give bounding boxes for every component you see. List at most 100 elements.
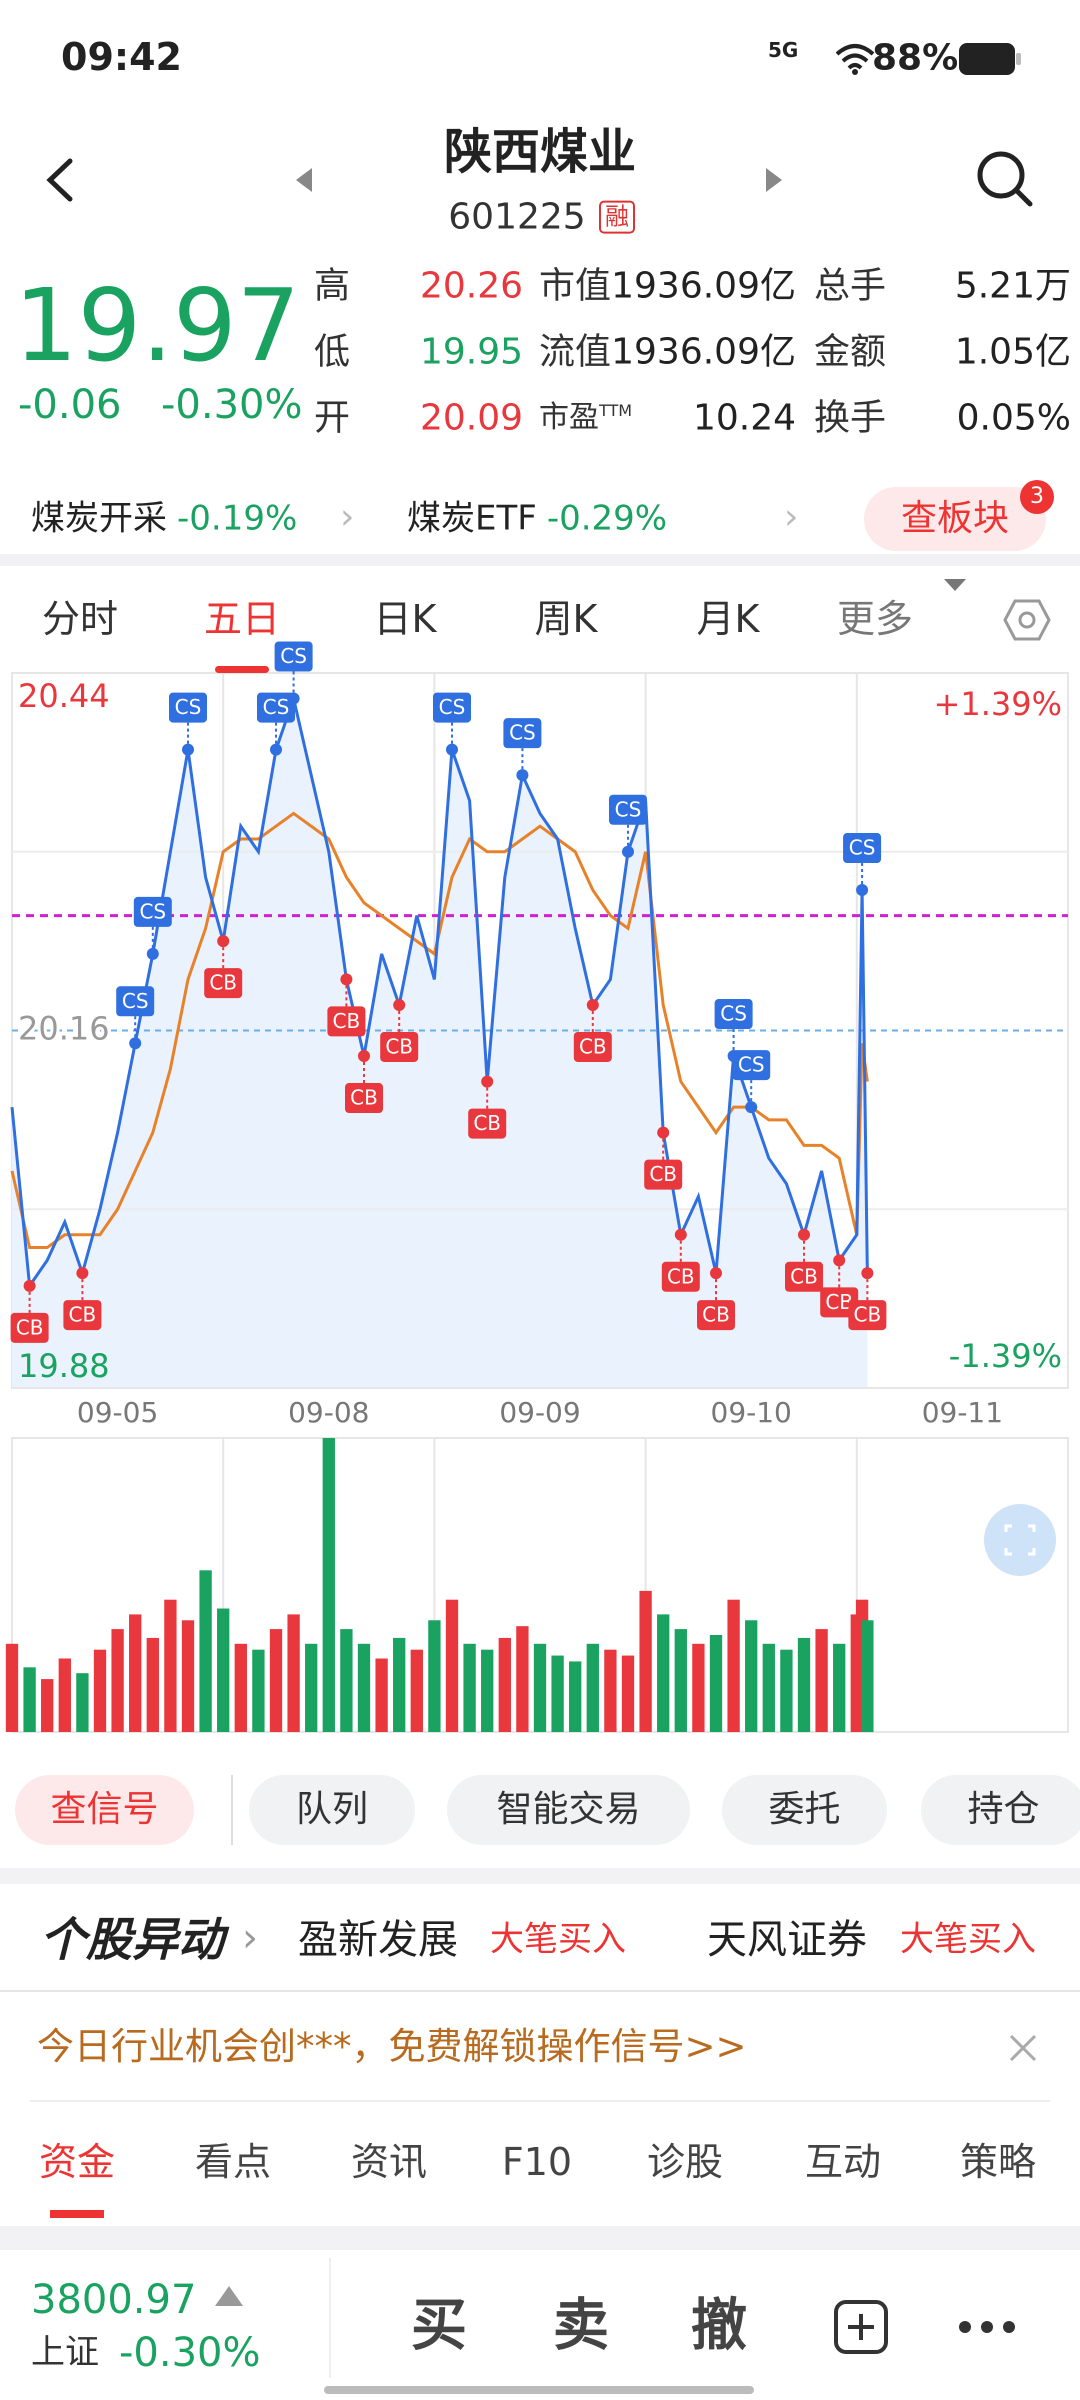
expand-button[interactable]: [982, 1502, 1058, 1578]
y-tick-label: 19.88: [18, 1347, 110, 1385]
signal-label: CS: [509, 721, 536, 745]
stock-code: 601225: [448, 196, 586, 238]
signal-badge: [468, 1108, 507, 1139]
trade-button[interactable]: 买: [411, 2293, 467, 2359]
volume-bar: [410, 1649, 423, 1732]
divider: [329, 2258, 331, 2378]
signal-badge: [503, 718, 542, 749]
separator: [30, 2100, 1050, 2102]
info-tab[interactable]: 看点: [194, 2140, 272, 2185]
action-button[interactable]: 智能交易: [447, 1775, 690, 1845]
volume-bar: [621, 1655, 635, 1732]
volume-bar: [305, 1643, 318, 1732]
trade-button[interactable]: 撤: [691, 2293, 747, 2359]
signal-dot: [393, 998, 406, 1011]
volume-bar: [322, 1438, 335, 1732]
sector-name[interactable]: 煤炭ETF -0.29%: [407, 498, 668, 539]
news-stock[interactable]: 盈新发展: [298, 1917, 458, 1963]
add-watch[interactable]: [832, 2298, 890, 2356]
signal-dot: [446, 743, 458, 756]
stat-value: 5.21万: [954, 265, 1071, 307]
volume-bar: [375, 1658, 388, 1732]
signal-dot: [856, 884, 869, 897]
signal-dot: [146, 947, 159, 960]
more-arrow: [944, 579, 966, 591]
next-stock[interactable]: [762, 166, 786, 194]
sector-change: -0.29%: [546, 498, 668, 539]
chart-tab[interactable]: 日K: [373, 597, 437, 642]
info-tab[interactable]: 诊股: [646, 2140, 724, 2185]
volume-bar: [604, 1649, 617, 1732]
chart-tab[interactable]: 月K: [696, 597, 760, 642]
chart-settings[interactable]: [1003, 598, 1051, 642]
signal-dot: [23, 1279, 36, 1292]
info-tab[interactable]: 互动: [804, 2140, 882, 2185]
chart: 19.88 20.16 20.44 -1.39% +1.39% 09-05 09-08 09-…: [5, 641, 1069, 1733]
close-promo[interactable]: [1005, 2030, 1041, 2066]
chart-tab[interactable]: 分时: [41, 597, 119, 642]
volume-bar: [463, 1643, 476, 1732]
volume-bar: [833, 1643, 846, 1732]
signal-label: CS: [720, 1002, 747, 1026]
signal-badge: [274, 641, 313, 672]
prev-stock[interactable]: [292, 166, 316, 194]
volume-bar: [727, 1599, 740, 1732]
trade-button[interactable]: 卖: [553, 2293, 609, 2359]
news-action: 大笔买入: [490, 1919, 626, 1960]
signal-badge: [345, 1083, 383, 1114]
signal-badge: [661, 1261, 700, 1292]
signal-dot: [622, 845, 634, 858]
news-stock[interactable]: 天风证券: [707, 1917, 867, 1963]
change-pct: -0.30%: [161, 382, 303, 428]
stat-sup: TTM: [599, 401, 633, 420]
back-button[interactable]: [40, 155, 80, 205]
chart-tab[interactable]: 更多: [836, 597, 914, 642]
volume-bar: [181, 1620, 195, 1732]
status-time: 09:42: [61, 35, 182, 80]
wifi-icon: [835, 44, 875, 75]
volume-bar: [445, 1599, 459, 1732]
promo[interactable]: 今日行业机会创***，免费解锁操作信号>>: [37, 2024, 747, 2068]
sector-button[interactable]: 查板块: [864, 487, 1046, 551]
sector-name[interactable]: 煤炭开采 -0.19%: [31, 498, 298, 539]
signal-badge: [697, 1300, 735, 1331]
signal-label: CS: [175, 695, 202, 719]
signal-label: CS: [849, 836, 876, 860]
signal-badge: [204, 968, 243, 999]
chart-tab[interactable]: 周K: [534, 597, 598, 642]
price: 19.97: [14, 267, 301, 384]
index-change: -0.30%: [119, 2330, 261, 2376]
x-tick-label: 09-10: [711, 1396, 792, 1429]
index-value[interactable]: 3800.97: [31, 2277, 197, 2323]
volume-bar: [657, 1614, 670, 1732]
chart-tab[interactable]: 五日: [203, 597, 281, 642]
volume-bar: [762, 1643, 775, 1732]
stat-label: 市值: [539, 265, 612, 307]
signal-label: CS: [139, 899, 166, 923]
signal-label: CB: [333, 1009, 361, 1033]
info-tab[interactable]: 资讯: [350, 2140, 428, 2185]
info-tab[interactable]: 资金: [38, 2140, 116, 2185]
action-button[interactable]: 持仓: [921, 1775, 1080, 1845]
more-button[interactable]: [955, 2312, 1019, 2342]
action-button[interactable]: 队列: [249, 1775, 415, 1845]
info-tab[interactable]: 策略: [959, 2140, 1037, 2185]
signal-label: CB: [473, 1111, 501, 1135]
action-button[interactable]: 查信号: [15, 1775, 194, 1845]
volume-bar: [357, 1643, 371, 1732]
signal-badge: [785, 1261, 823, 1292]
volume-bar: [146, 1637, 159, 1732]
volume-bar: [481, 1649, 494, 1732]
action-button[interactable]: 委托: [722, 1775, 887, 1845]
network: 5G: [768, 38, 799, 62]
info-tab[interactable]: F10: [501, 2140, 573, 2185]
x-tick-label: 09-11: [922, 1396, 1003, 1429]
search-button[interactable]: [974, 148, 1036, 210]
signal-label: CS: [439, 695, 466, 719]
stock-name: 陕西煤业: [443, 124, 637, 181]
stat-label: 换手: [814, 397, 887, 439]
signal-dot: [129, 1037, 142, 1050]
stat-value: 1.05亿: [954, 331, 1071, 373]
signal-badge: [327, 1006, 366, 1037]
stat-value: 20.26: [419, 265, 523, 307]
